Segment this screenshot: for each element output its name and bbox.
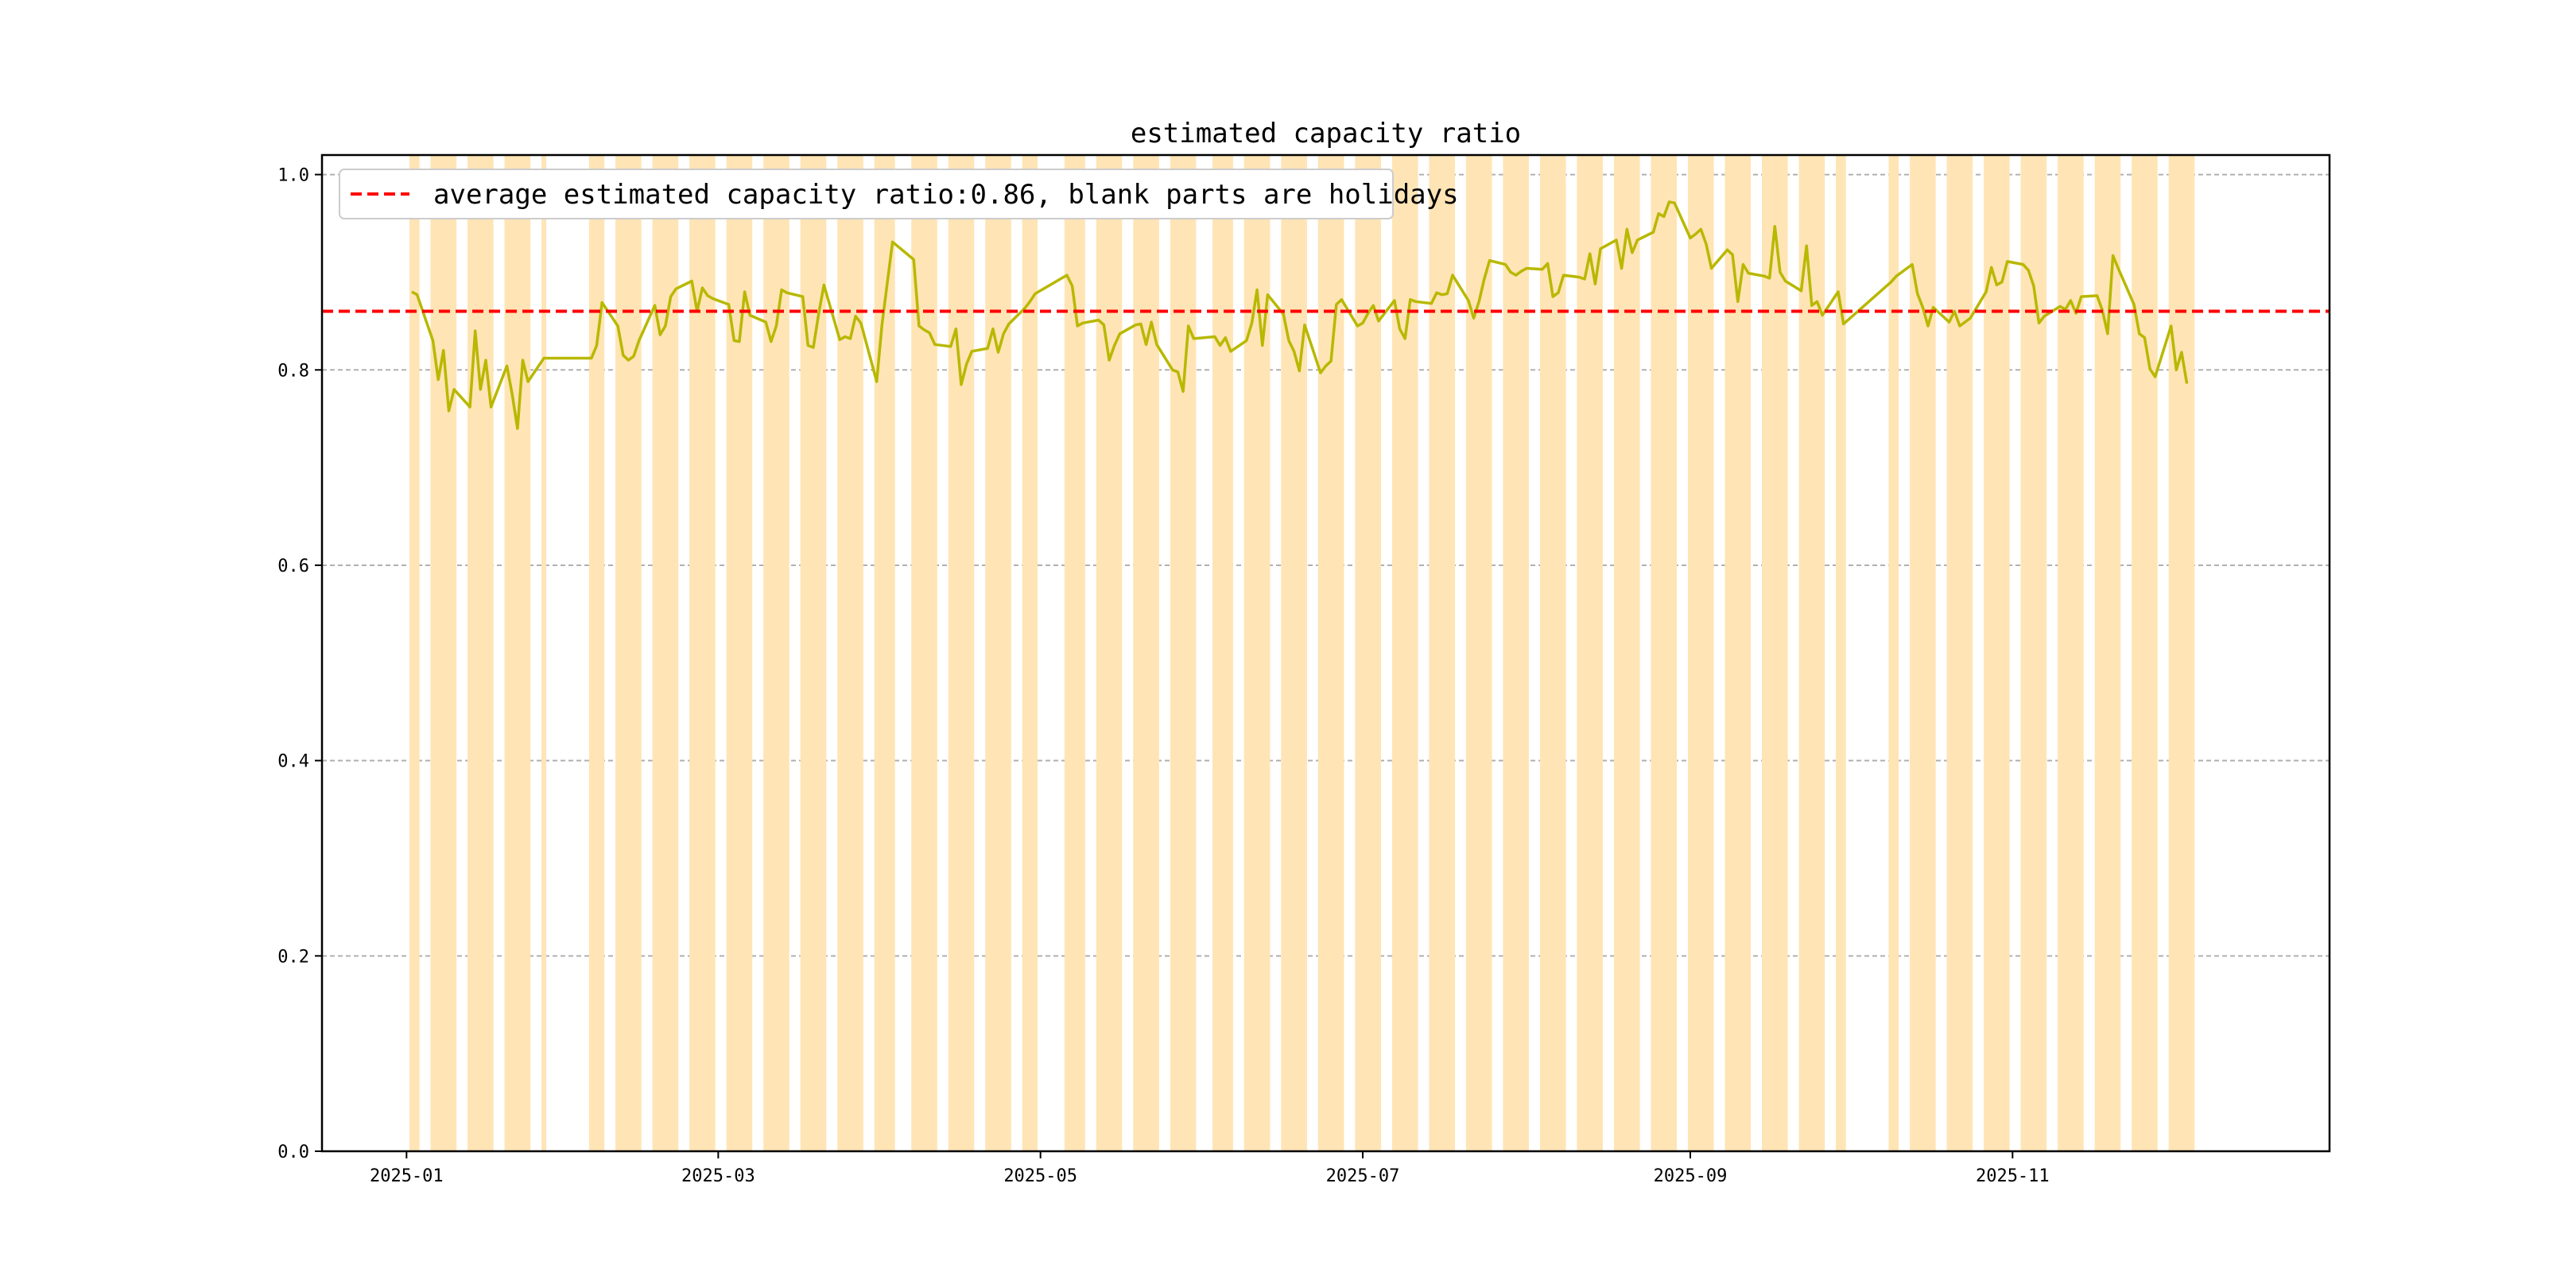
working-period-bar: [1577, 155, 1604, 1151]
working-period-bar: [2094, 155, 2121, 1151]
x-tick-label: 2025-09: [1654, 1166, 1728, 1186]
working-period-bar: [1064, 155, 1085, 1151]
working-period-bar: [985, 155, 1011, 1151]
legend: average estimated capacity ratio:0.86, b…: [339, 169, 1459, 219]
x-tick-label: 2025-07: [1326, 1166, 1400, 1186]
ratio-series: [411, 200, 2189, 430]
working-period-bar: [504, 155, 531, 1151]
working-period-bar: [1429, 155, 1455, 1151]
working-period-bar: [2168, 155, 2195, 1151]
working-period-bar: [1170, 155, 1197, 1151]
y-tick-label: 0.8: [277, 361, 309, 381]
working-period-bar: [911, 155, 937, 1151]
working-period-bar: [1212, 155, 1233, 1151]
working-period-bar: [948, 155, 975, 1151]
working-period-bar: [1687, 155, 1714, 1151]
working-period-bar: [1317, 155, 1344, 1151]
working-period-bar: [1888, 155, 1899, 1151]
working-period-bar: [1022, 155, 1038, 1151]
working-period-bar: [1355, 155, 1381, 1151]
y-tick-label: 0.4: [277, 752, 309, 772]
working-period-bar: [2132, 155, 2158, 1151]
working-period-bar: [1798, 155, 1825, 1151]
working-period-bar: [2058, 155, 2084, 1151]
working-period-bar: [1613, 155, 1640, 1151]
working-period-bar: [1984, 155, 2010, 1151]
x-tick-label: 2025-01: [370, 1166, 444, 1186]
working-period-bar: [1762, 155, 1788, 1151]
working-period-bar: [541, 155, 547, 1151]
working-period-bar: [1724, 155, 1752, 1151]
axes: 0.0 0.2 0.4 0.6 0.8 1.0 2025-01 2025-03 2025-05 2…: [277, 166, 2049, 1186]
working-period-bar: [874, 155, 895, 1151]
working-period-bar: [1946, 155, 1973, 1151]
working-period-bar: [689, 155, 716, 1151]
legend-box: [339, 169, 1394, 219]
working-period-bar: [615, 155, 642, 1151]
y-tick-label: 0.6: [277, 557, 309, 576]
working-period-bar: [837, 155, 863, 1151]
legend-average-label: average estimated capacity ratio:0.86, b…: [433, 179, 1459, 211]
working-period-bar: [1539, 155, 1566, 1151]
working-period-bar: [1910, 155, 1936, 1151]
working-period-bar: [467, 155, 494, 1151]
y-tick-label: 0.2: [277, 947, 309, 967]
working-period-bar: [1651, 155, 1678, 1151]
working-period-bar: [1465, 155, 1492, 1151]
working-period-bar: [652, 155, 679, 1151]
y-tick-label: 0.0: [277, 1143, 309, 1162]
working-period-bar: [1836, 155, 1846, 1151]
working-period-bar: [409, 155, 420, 1151]
working-period-bar: [1133, 155, 1159, 1151]
x-tick-label: 2025-05: [1003, 1166, 1077, 1186]
x-tick-label: 2025-11: [1976, 1166, 2050, 1186]
x-tick-label: 2025-03: [681, 1166, 755, 1186]
working-period-bars: [409, 155, 2195, 1151]
chart-title: estimated capacity ratio: [1131, 118, 1521, 149]
working-period-bar: [1503, 155, 1529, 1151]
working-period-bar: [430, 155, 457, 1151]
working-period-bar: [588, 155, 605, 1151]
working-period-bar: [763, 155, 789, 1151]
y-tick-label: 1.0: [277, 166, 309, 186]
plot-frame: [320, 153, 2331, 1153]
ratio-series-line: [411, 200, 2189, 430]
working-period-bar: [2020, 155, 2047, 1151]
working-period-bar: [1281, 155, 1307, 1151]
working-period-bar: [1391, 155, 1418, 1151]
working-period-bar: [1096, 155, 1123, 1151]
